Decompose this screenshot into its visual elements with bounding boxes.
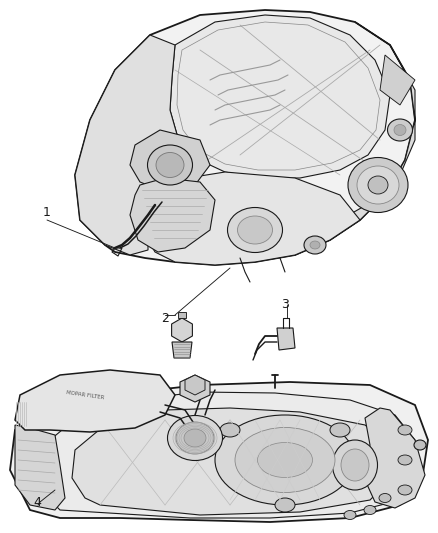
Ellipse shape xyxy=(220,423,240,437)
Polygon shape xyxy=(148,172,360,265)
Ellipse shape xyxy=(398,425,412,435)
Polygon shape xyxy=(178,312,186,318)
Ellipse shape xyxy=(310,241,320,249)
Ellipse shape xyxy=(364,505,376,514)
Polygon shape xyxy=(172,318,192,342)
Ellipse shape xyxy=(215,415,355,505)
Text: MOPAR FILTER: MOPAR FILTER xyxy=(66,390,104,400)
Ellipse shape xyxy=(398,455,412,465)
Polygon shape xyxy=(277,328,295,350)
Polygon shape xyxy=(180,375,210,402)
Ellipse shape xyxy=(258,442,312,478)
Polygon shape xyxy=(40,392,420,518)
Polygon shape xyxy=(380,55,415,105)
Ellipse shape xyxy=(227,207,283,253)
Text: 3: 3 xyxy=(281,298,289,311)
Text: 4: 4 xyxy=(33,497,41,510)
Polygon shape xyxy=(10,382,428,522)
Ellipse shape xyxy=(348,157,408,213)
Polygon shape xyxy=(72,408,395,515)
Ellipse shape xyxy=(148,145,192,185)
Ellipse shape xyxy=(237,216,272,244)
Ellipse shape xyxy=(388,119,413,141)
Text: 1: 1 xyxy=(43,206,51,220)
Ellipse shape xyxy=(394,125,406,135)
Polygon shape xyxy=(365,408,425,508)
Polygon shape xyxy=(75,10,415,265)
Ellipse shape xyxy=(344,511,356,520)
Polygon shape xyxy=(15,370,175,432)
Polygon shape xyxy=(172,342,192,358)
Text: 2: 2 xyxy=(161,311,169,325)
Ellipse shape xyxy=(341,449,369,481)
Ellipse shape xyxy=(332,440,378,490)
Ellipse shape xyxy=(176,422,214,454)
Ellipse shape xyxy=(184,429,206,447)
Polygon shape xyxy=(295,22,415,255)
Polygon shape xyxy=(75,35,195,255)
Ellipse shape xyxy=(167,416,223,461)
Ellipse shape xyxy=(414,440,426,450)
Ellipse shape xyxy=(357,166,399,204)
Ellipse shape xyxy=(304,236,326,254)
Ellipse shape xyxy=(235,427,335,492)
Ellipse shape xyxy=(330,423,350,437)
Ellipse shape xyxy=(398,485,412,495)
Ellipse shape xyxy=(368,176,388,194)
Ellipse shape xyxy=(156,152,184,177)
Polygon shape xyxy=(130,130,210,192)
Polygon shape xyxy=(185,375,205,395)
Polygon shape xyxy=(15,425,65,510)
Polygon shape xyxy=(170,15,390,178)
Ellipse shape xyxy=(275,498,295,512)
Polygon shape xyxy=(130,178,215,252)
Ellipse shape xyxy=(379,494,391,503)
